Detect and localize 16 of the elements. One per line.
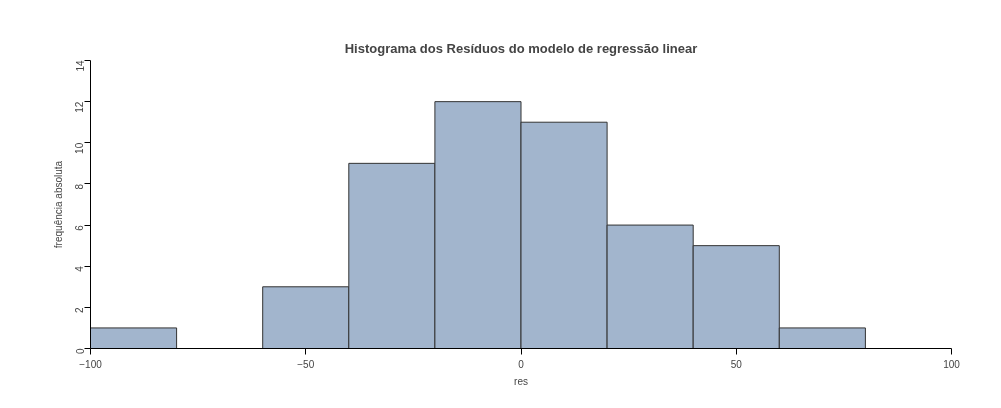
y-axis-title: frequência absoluta: [52, 160, 64, 249]
y-tick-label: 2: [74, 306, 86, 313]
y-tick-label: 10: [74, 142, 86, 154]
x-tick-label: −50: [297, 358, 315, 370]
x-tick-label: 0: [518, 358, 525, 370]
x-tick-label: −100: [79, 358, 103, 370]
y-tick-label: 12: [74, 101, 86, 113]
y-tick-label: 4: [74, 265, 86, 272]
x-tick-label: 50: [730, 358, 743, 370]
y-tick-label: 8: [74, 183, 86, 190]
y-tick-label: 0: [74, 348, 86, 355]
y-tick-label: 14: [74, 60, 86, 72]
x-tick-label: 100: [943, 358, 961, 370]
x-axis-title: res: [514, 375, 528, 387]
chart-title: Histograma dos Resíduos do modelo de regressão linear: [344, 40, 698, 56]
y-tick-label: 6: [74, 224, 86, 231]
